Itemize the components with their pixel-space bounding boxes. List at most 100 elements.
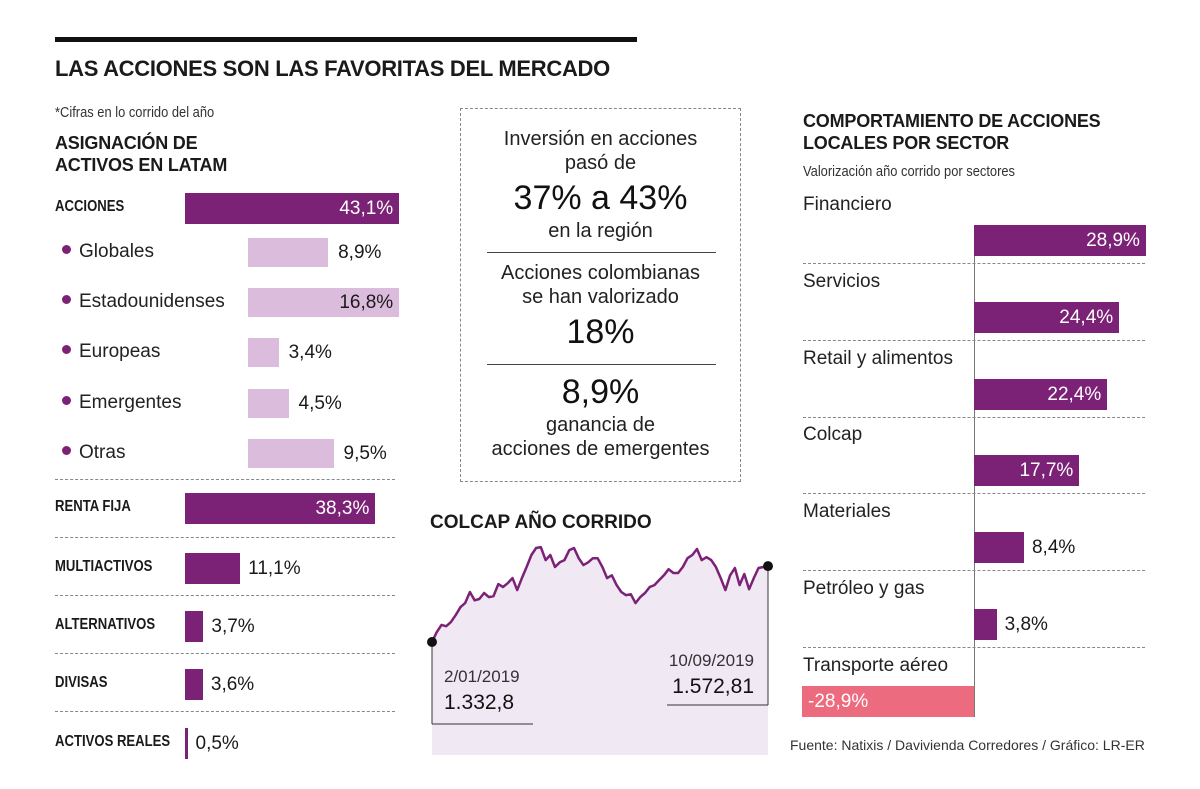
subcategory-label: Otras: [79, 442, 126, 463]
value-label: 17,7%: [1019, 460, 1074, 482]
subcategory-label: Emergentes: [79, 392, 182, 413]
summary-text: se han valorizado: [522, 286, 679, 308]
row-divider: [55, 653, 395, 654]
footnote: *Cifras en lo corrido del año: [55, 104, 215, 121]
bar: [974, 532, 1024, 564]
value-label: 16,8%: [339, 292, 394, 313]
value-label: 11,1%: [248, 558, 301, 579]
sector-label: Colcap: [803, 424, 863, 446]
bullet-dot-icon: [62, 245, 71, 255]
end-date-label: 10/09/2019: [669, 651, 754, 670]
summary-text: Acciones colombianas: [501, 262, 700, 284]
value-label: 22,4%: [1047, 383, 1102, 405]
value-label: 9,5%: [343, 443, 387, 464]
category-label: ACTIVOS REALES: [55, 733, 171, 750]
value-label: 3,7%: [211, 616, 255, 637]
sector-label: Materiales: [803, 501, 891, 523]
sector-label: Servicios: [803, 270, 881, 292]
value-label: 3,8%: [1004, 614, 1048, 635]
category-label: MULTIACTIVOS: [55, 558, 153, 575]
summary-box: Inversión en acciones pasó de 37% a 43% …: [460, 108, 741, 482]
row-divider: [803, 339, 1145, 341]
summary-highlight: 37% a 43%: [513, 179, 688, 217]
sector-label: Petróleo y gas: [803, 578, 925, 599]
bar: [185, 493, 376, 524]
sectors-title-line1: COMPORTAMIENTO DE ACCIONES: [803, 111, 1101, 131]
subcategory-item: Emergentes: [62, 392, 181, 414]
summary-text: en la región: [548, 220, 653, 242]
start-point: [427, 637, 437, 648]
bar: [185, 553, 241, 584]
page-title: LAS ACCIONES SON LAS FAVORITAS DEL MERCA…: [55, 56, 610, 81]
subcategory-item: Europeas: [62, 341, 160, 363]
colcap-title: COLCAP AÑO CORRIDO: [430, 512, 652, 533]
bar: [185, 728, 188, 759]
sub-bar: [248, 439, 334, 468]
sub-bar: [248, 238, 329, 267]
summary-text: acciones de emergentes: [491, 438, 710, 460]
start-date-label: 2/01/2019: [444, 667, 520, 686]
end-value-label: 1.572,81: [672, 675, 754, 698]
value-label: -28,9%: [808, 690, 869, 712]
summary-text: pasó de: [564, 152, 637, 174]
sub-bar: [248, 288, 400, 317]
category-label: DIVISAS: [55, 674, 108, 691]
value-label: 4,5%: [298, 393, 342, 414]
allocation-title-line1: ASIGNACIÓN DE: [55, 133, 198, 153]
row-divider: [803, 416, 1145, 418]
summary-text: ganancia de: [546, 414, 655, 436]
summary-divider: [487, 252, 716, 253]
bar: [185, 669, 203, 700]
value-label: 8,4%: [1031, 537, 1076, 559]
subcategory-item: Otras: [62, 442, 125, 464]
category-label: RENTA FIJA: [55, 498, 131, 515]
colcap-line: [430, 545, 769, 643]
row-divider: [803, 263, 1145, 264]
allocation-title-line2: ACTIVOS EN LATAM: [55, 155, 228, 175]
bar: [974, 455, 1080, 487]
value-label: 24,4%: [1059, 306, 1114, 328]
summary-divider: [487, 364, 716, 365]
sector-label: Transporte aéreo: [803, 654, 949, 676]
end-point: [763, 561, 773, 572]
top-rule: [55, 37, 637, 42]
bar: [185, 193, 400, 224]
bar: [974, 225, 1146, 256]
value-label: 8,9%: [338, 242, 382, 263]
row-divider: [55, 595, 395, 596]
subcategory-item: Estadounidenses: [62, 291, 225, 313]
sub-bar: [248, 389, 289, 418]
summary-highlight: 18%: [566, 313, 635, 351]
value-label: 3,6%: [210, 674, 255, 695]
subcategory-label: Estadounidenses: [79, 291, 225, 312]
bullet-dot-icon: [62, 396, 71, 406]
row-divider: [803, 647, 1145, 648]
category-label: ACCIONES: [55, 198, 125, 215]
value-label: 38,3%: [315, 498, 370, 519]
bar: [974, 301, 1120, 333]
sector-label: Financiero: [803, 194, 892, 215]
summary-highlight: 8,9%: [561, 373, 640, 411]
row-divider: [55, 537, 395, 538]
bullet-dot-icon: [62, 345, 71, 355]
value-label: 0,5%: [195, 733, 239, 754]
bar: [185, 611, 204, 642]
subcategory-label: Globales: [79, 241, 154, 262]
allocation-title: ASIGNACIÓN DE ACTIVOS EN LATAM: [55, 132, 227, 176]
value-label: 28,9%: [1086, 230, 1140, 251]
sub-bar: [248, 338, 279, 367]
subcategory-label: Europeas: [79, 341, 161, 362]
sector-label: Retail y alimentos: [803, 347, 953, 369]
bar: [974, 378, 1108, 410]
colcap-area: [432, 547, 768, 755]
value-label: 3,4%: [288, 342, 332, 363]
category-label: ALTERNATIVOS: [55, 616, 156, 633]
summary-text: Inversión en acciones: [503, 128, 698, 150]
sectors-subtitle: Valorización año corrido por sectores: [803, 163, 1016, 180]
bar: [974, 609, 997, 640]
row-divider: [55, 711, 395, 712]
row-divider: [55, 479, 395, 480]
sectors-title-line2: LOCALES POR SECTOR: [803, 133, 1010, 153]
bullet-dot-icon: [62, 295, 71, 305]
subcategory-item: Globales: [62, 241, 154, 263]
